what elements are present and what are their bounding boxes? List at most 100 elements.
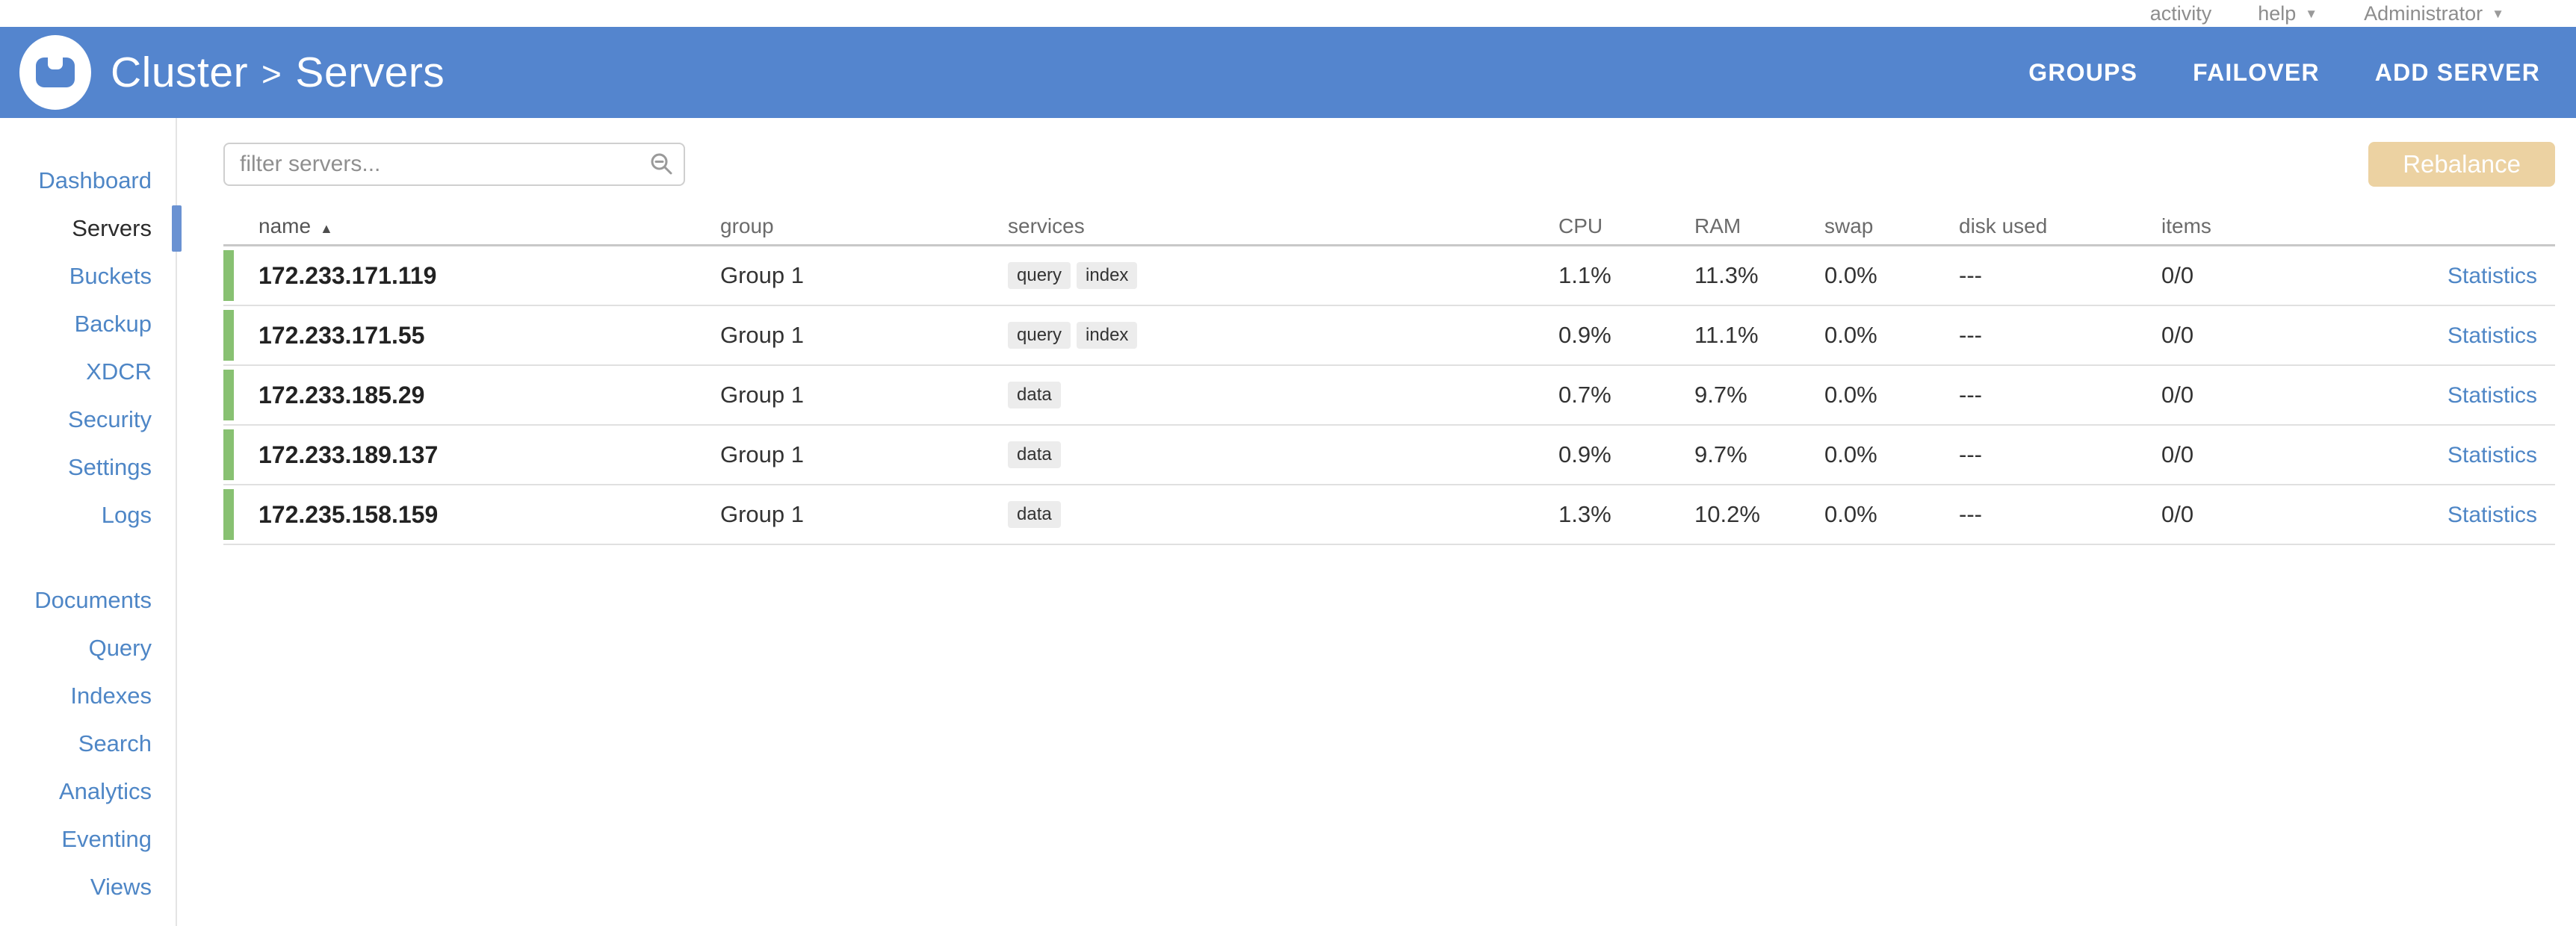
health-status-bar <box>223 370 234 420</box>
caret-down-icon: ▼ <box>2492 6 2504 21</box>
table-header-row: name ▲ group services CPU RAM swap disk used ite… <box>223 208 2555 246</box>
statistics-link[interactable]: Statistics <box>2447 323 2537 348</box>
sidebar-item-backup[interactable]: Backup <box>74 311 152 337</box>
header-menu-add-server[interactable]: ADD SERVER <box>2374 58 2540 86</box>
sidebar-item-eventing[interactable]: Eventing <box>61 826 152 852</box>
server-row[interactable]: 172.233.171.119 Group 1 query index 1.1% 11.3… <box>223 246 2555 306</box>
statistics-link[interactable]: Statistics <box>2447 443 2537 467</box>
sidebar-item-xdcr[interactable]: XDCR <box>86 358 152 385</box>
col-header-cpu: CPU <box>1558 214 1694 238</box>
swap-value: 0.0% <box>1824 501 1877 527</box>
service-badges: query index <box>1008 262 1558 289</box>
items-value: 0/0 <box>2161 382 2194 408</box>
col-header-swap: swap <box>1824 214 1959 238</box>
server-name: 172.235.158.159 <box>258 500 439 528</box>
col-header-label: name <box>258 214 312 237</box>
search-icon <box>651 153 672 175</box>
breadcrumb: Cluster > Servers <box>111 48 445 97</box>
main-panel: Rebalance name ▲ group services CPU RAM swap di… <box>177 118 2576 926</box>
header-menu-groups[interactable]: GROUPS <box>2028 58 2138 86</box>
topbar-item-label: help <box>2258 1 2297 25</box>
statistics-cell: Statistics <box>2332 262 2555 289</box>
service-badges: data <box>1008 441 1558 468</box>
rebalance-button[interactable]: Rebalance <box>2368 142 2555 187</box>
server-name: 172.233.171.55 <box>258 321 425 349</box>
swap-value: 0.0% <box>1824 441 1877 467</box>
statistics-link[interactable]: Statistics <box>2447 264 2537 288</box>
servers-toolbar: Rebalance <box>223 142 2555 187</box>
sidebar: Dashboard Servers Buckets Backup XDCR Securit… <box>0 118 182 926</box>
header-menu-failover[interactable]: FAILOVER <box>2193 58 2320 86</box>
sidebar-item-query[interactable]: Query <box>88 635 152 661</box>
health-status-bar <box>223 250 234 301</box>
ram-value: 11.3% <box>1694 262 1759 288</box>
top-utility-bar: activity help ▼ Administrator ▼ <box>0 0 2576 27</box>
server-row[interactable]: 172.235.158.159 Group 1 data 1.3% 10.2% 0.0% -… <box>223 485 2555 545</box>
disk-used-value: --- <box>1959 382 1982 408</box>
items-value: 0/0 <box>2161 262 2194 288</box>
sidebar-item-search[interactable]: Search <box>78 730 152 756</box>
health-status-bar <box>223 310 234 361</box>
server-row[interactable]: 172.233.189.137 Group 1 data 0.9% 9.7% 0.0% --… <box>223 426 2555 485</box>
swap-value: 0.0% <box>1824 262 1877 288</box>
statistics-link[interactable]: Statistics <box>2447 383 2537 408</box>
swap-value: 0.0% <box>1824 382 1877 408</box>
statistics-cell: Statistics <box>2332 441 2555 468</box>
server-row[interactable]: 172.233.171.55 Group 1 query index 0.9% 11.1%… <box>223 306 2555 366</box>
sidebar-item-indexes[interactable]: Indexes <box>70 683 152 709</box>
sidebar-group-1: Dashboard Servers Buckets Backup XDCR Securit… <box>0 157 182 539</box>
cpu-value: 0.9% <box>1558 441 1611 467</box>
sidebar-item-buckets[interactable]: Buckets <box>69 263 152 289</box>
sidebar-item-logs[interactable]: Logs <box>101 502 152 528</box>
sidebar-item-settings[interactable]: Settings <box>67 454 152 480</box>
col-header-services: services <box>1008 214 1558 238</box>
page-title: Servers <box>295 49 445 96</box>
items-value: 0/0 <box>2161 441 2194 467</box>
ram-value: 11.1% <box>1694 322 1759 348</box>
server-group: Group 1 <box>720 441 805 467</box>
col-header-label: RAM <box>1694 214 1741 237</box>
disk-used-value: --- <box>1959 262 1982 288</box>
breadcrumb-parent: Cluster <box>111 49 249 96</box>
ram-value: 9.7% <box>1694 441 1747 467</box>
service-badge-query: query <box>1008 322 1071 349</box>
cpu-value: 1.1% <box>1558 262 1611 288</box>
service-badge-query: query <box>1008 262 1071 289</box>
disk-used-value: --- <box>1959 501 1982 527</box>
topbar-item-label: activity <box>2149 1 2212 25</box>
sidebar-item-analytics[interactable]: Analytics <box>58 778 152 804</box>
statistics-cell: Statistics <box>2332 322 2555 349</box>
col-header-label: disk used <box>1959 214 2048 237</box>
sidebar-item-dashboard[interactable]: Dashboard <box>38 167 152 193</box>
filter-servers-input[interactable] <box>223 143 685 186</box>
server-row[interactable]: 172.233.185.29 Group 1 data 0.7% 9.7% 0.0% ---… <box>223 366 2555 426</box>
cpu-value: 1.3% <box>1558 501 1611 527</box>
topbar-item-administrator[interactable]: Administrator ▼ <box>2364 2 2504 25</box>
cpu-value: 0.9% <box>1558 322 1611 348</box>
server-group: Group 1 <box>720 501 805 527</box>
col-header-label: CPU <box>1558 214 1603 237</box>
col-header-ram: RAM <box>1694 214 1824 238</box>
server-name: 172.233.171.119 <box>258 261 437 289</box>
service-badges: data <box>1008 501 1558 528</box>
server-name: 172.233.189.137 <box>258 441 439 468</box>
swap-value: 0.0% <box>1824 322 1877 348</box>
sidebar-item-documents[interactable]: Documents <box>34 587 152 613</box>
items-value: 0/0 <box>2161 501 2194 527</box>
service-badge-data: data <box>1008 441 1061 468</box>
col-header-name[interactable]: name ▲ <box>223 214 720 238</box>
server-group: Group 1 <box>720 262 805 288</box>
caret-down-icon: ▼ <box>2305 6 2318 21</box>
content: Dashboard Servers Buckets Backup XDCR Securit… <box>0 118 2576 926</box>
servers-table-body: 172.233.171.119 Group 1 query index 1.1% 11.3… <box>223 246 2555 545</box>
disk-used-value: --- <box>1959 322 1982 348</box>
topbar-item-help[interactable]: help ▼ <box>2258 2 2318 25</box>
health-status-bar <box>223 429 234 480</box>
sidebar-item-views[interactable]: Views <box>90 874 152 900</box>
cpu-value: 0.7% <box>1558 382 1611 408</box>
statistics-link[interactable]: Statistics <box>2447 503 2537 527</box>
col-header-label: services <box>1008 214 1085 237</box>
sidebar-item-security[interactable]: Security <box>68 406 152 432</box>
sidebar-item-servers[interactable]: Servers <box>0 205 182 252</box>
topbar-item-activity[interactable]: activity <box>2150 2 2212 25</box>
